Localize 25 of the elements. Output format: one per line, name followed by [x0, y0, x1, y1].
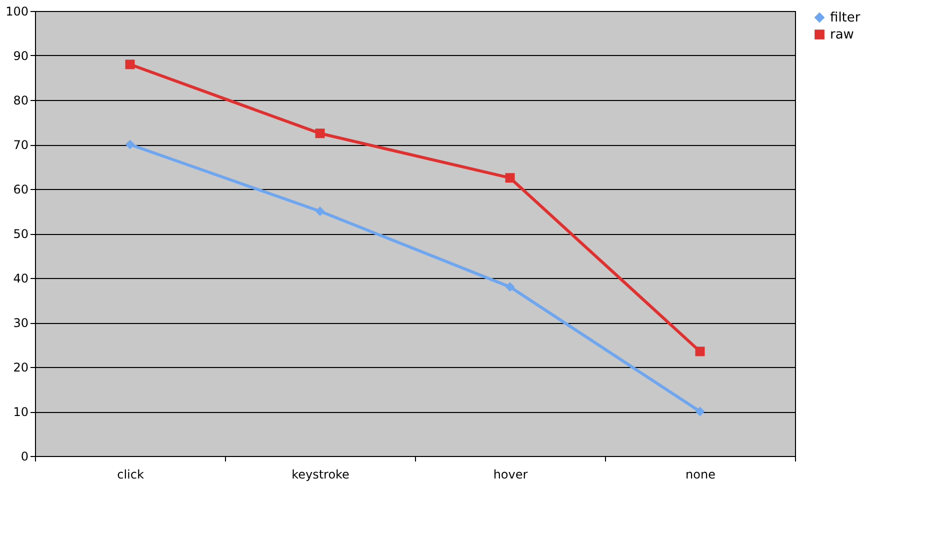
x-tick-label: none	[686, 468, 716, 482]
y-tick-label: 30	[13, 316, 28, 330]
y-tick-label: 100	[6, 4, 28, 18]
x-tick-label: keystroke	[292, 468, 350, 482]
legend-label: filter	[830, 10, 861, 26]
y-tick-label: 50	[13, 227, 28, 241]
y-tick-label: 80	[13, 94, 28, 108]
point	[695, 346, 705, 356]
y-tick-label: 20	[13, 360, 28, 374]
point	[695, 406, 705, 416]
y-tick-label: 70	[13, 138, 28, 152]
y-tick-label: 40	[13, 272, 28, 286]
y-tick-label: 60	[13, 182, 28, 196]
y-tick-label: 90	[13, 49, 28, 63]
point	[505, 173, 515, 183]
point	[125, 60, 135, 70]
point	[315, 128, 325, 138]
point	[125, 140, 135, 150]
legend-label: raw	[830, 28, 854, 42]
point	[505, 282, 515, 292]
y-tick-label: 0	[20, 450, 28, 464]
point	[315, 206, 325, 216]
y-tick-label: 10	[13, 405, 28, 419]
x-tick-label: hover	[493, 468, 528, 482]
x-tick-label: click	[117, 468, 144, 482]
